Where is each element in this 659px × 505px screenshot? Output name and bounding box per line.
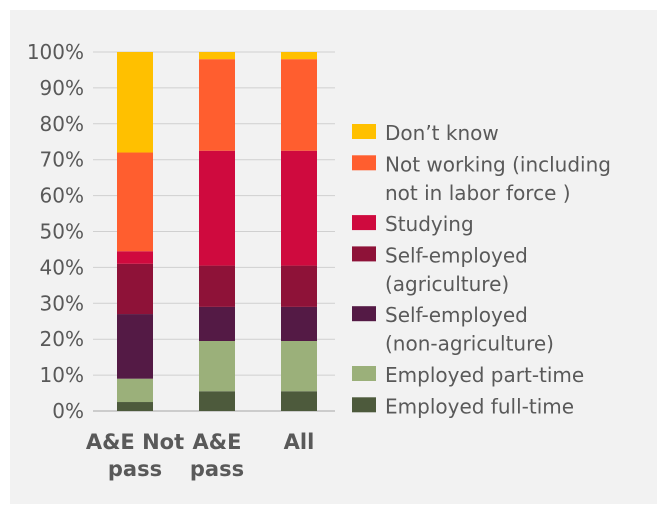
legend-label: Employed full-time (385, 394, 574, 418)
y-tick-label: 40% (40, 255, 84, 279)
legend-label: Employed part-time (385, 363, 584, 387)
legend-label: Don’t know (385, 121, 499, 145)
legend-swatch (352, 246, 376, 262)
legend-label: (agriculture) (385, 272, 509, 296)
bar-segment (199, 150, 235, 266)
bar-segment (199, 391, 235, 411)
legend-label: not in labor force ) (385, 181, 571, 205)
y-tick-label: 20% (40, 327, 84, 351)
legend-label: (non-agriculture) (385, 332, 554, 356)
bar-segment (199, 59, 235, 151)
x-category-label: pass (190, 457, 244, 481)
legend-swatch (352, 306, 376, 322)
legend-swatch (352, 155, 376, 171)
y-tick-label: 50% (40, 220, 84, 244)
legend-label: Not working (including (385, 152, 611, 176)
bar-segment (281, 265, 317, 307)
x-category-label: A&E (193, 430, 242, 454)
y-tick-label: 80% (40, 112, 84, 136)
legend-label: Studying (385, 212, 474, 236)
bar-segment (199, 306, 235, 341)
bar-segment (281, 52, 317, 60)
legend-swatch (352, 397, 376, 413)
legend-swatch (352, 366, 376, 381)
x-category-label: pass (108, 457, 162, 481)
bar-segment (117, 152, 153, 252)
bar-segment (281, 59, 317, 151)
bar-segment (117, 263, 153, 315)
y-tick-label: 0% (52, 399, 84, 423)
y-tick-label: 10% (40, 363, 84, 387)
bar-segment (117, 314, 153, 379)
x-category-label: A&E Not (86, 430, 184, 454)
bar-segment (199, 265, 235, 307)
bar-segment (199, 52, 235, 60)
y-tick-label: 70% (40, 148, 84, 172)
x-category-label: All (284, 430, 315, 454)
y-tick-label: 30% (40, 291, 84, 315)
legend-label: Self-employed (385, 243, 528, 267)
bar-segment (117, 52, 153, 153)
legend-swatch (352, 124, 376, 139)
bar-segment (117, 251, 153, 264)
bar-segment (199, 340, 235, 392)
bar-segment (117, 378, 153, 403)
bar-segment (117, 402, 153, 411)
y-tick-label: 100% (27, 40, 84, 64)
y-tick-label: 90% (40, 76, 84, 100)
bar-segment (281, 391, 317, 411)
y-tick-label: 60% (40, 184, 84, 208)
bar-segment (281, 150, 317, 266)
bar-segment (281, 306, 317, 341)
bar-segment (281, 340, 317, 392)
legend-label: Self-employed (385, 303, 528, 327)
legend-swatch (352, 215, 376, 231)
